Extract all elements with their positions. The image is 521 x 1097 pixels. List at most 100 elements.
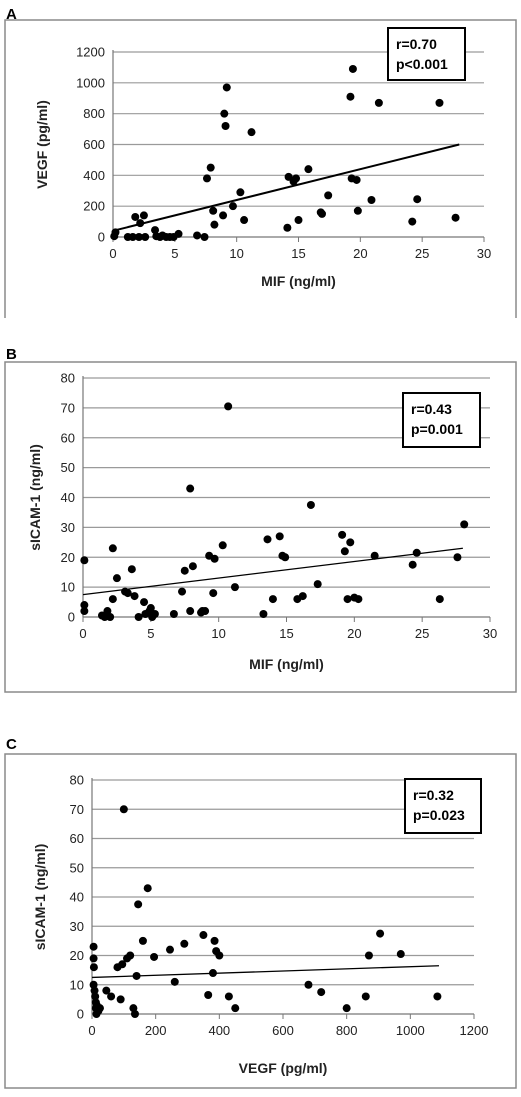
y-tick-label: 50 [61, 460, 75, 475]
data-point [134, 233, 143, 241]
x-tick-label: 25 [415, 626, 429, 641]
data-point [204, 990, 213, 999]
data-point [139, 211, 148, 220]
y-tick-label: 70 [70, 802, 84, 817]
data-point [188, 562, 197, 571]
data-point [128, 233, 137, 241]
data-point [313, 580, 322, 589]
p-value-label: p=0.023 [413, 807, 465, 823]
data-point [304, 165, 313, 174]
data-point [165, 945, 174, 954]
data-point [102, 986, 111, 995]
data-point [236, 188, 245, 197]
data-point [91, 992, 100, 1001]
data-point [317, 988, 326, 997]
data-point [354, 595, 363, 604]
r-value-label: r=0.70 [396, 36, 437, 52]
trendline [82, 547, 463, 596]
x-tick-label: 400 [208, 1023, 230, 1038]
data-point [136, 219, 145, 228]
data-point [151, 226, 160, 235]
data-point [186, 607, 195, 616]
data-point [294, 216, 303, 225]
data-point [370, 551, 379, 560]
x-tick-label: 200 [145, 1023, 167, 1038]
y-tick-label: 80 [70, 773, 84, 788]
x-tick-label: 15 [291, 246, 305, 261]
data-point [224, 992, 233, 1001]
y-tick-label: 600 [83, 137, 105, 152]
data-point [90, 986, 99, 995]
x-tick-label: 0 [79, 626, 86, 641]
data-point [210, 554, 219, 563]
data-point [134, 900, 143, 909]
y-tick-label: 50 [70, 860, 84, 875]
data-point [231, 1004, 240, 1013]
x-tick-label: 30 [477, 246, 491, 261]
data-point [306, 500, 315, 509]
data-point [116, 995, 125, 1004]
y-axis-label: sICAM-1 (ng/ml) [27, 444, 43, 551]
y-tick-label: 0 [77, 1007, 84, 1022]
data-point [108, 544, 117, 553]
stats-box [404, 778, 482, 834]
x-tick-label: 1000 [396, 1023, 425, 1038]
data-point [228, 202, 237, 211]
data-point [210, 936, 219, 945]
panel-letter-b: B [6, 346, 17, 363]
data-point [209, 589, 218, 598]
data-point [146, 604, 155, 613]
data-point [107, 992, 116, 1001]
data-point [451, 213, 460, 222]
y-tick-label: 200 [83, 199, 105, 214]
y-tick-label: 70 [61, 400, 75, 415]
data-point [130, 592, 139, 601]
data-point [210, 220, 219, 229]
data-point [396, 950, 405, 959]
data-point [193, 231, 202, 240]
data-point [132, 971, 141, 980]
data-point [202, 174, 211, 183]
data-point [263, 535, 272, 544]
data-point [103, 607, 112, 616]
x-tick-label: 0 [109, 246, 116, 261]
p-value-label: p=0.001 [411, 421, 463, 437]
y-tick-label: 20 [70, 948, 84, 963]
data-point [408, 217, 417, 226]
scatter-chart-a: 0 200 400 600 800 1000 1200 0 5 10 15 20 25 30 MIF (ng… [4, 19, 517, 318]
data-point [89, 963, 98, 972]
data-point [141, 233, 150, 241]
data-point [281, 553, 290, 562]
data-point [80, 556, 89, 565]
data-point [240, 216, 249, 225]
data-point [130, 1010, 139, 1018]
data-point [408, 560, 417, 569]
x-tick-label: 20 [353, 246, 367, 261]
data-point [108, 595, 117, 604]
y-tick-label: 40 [61, 490, 75, 505]
data-point [118, 960, 127, 969]
y-tick-label: 400 [83, 168, 105, 183]
data-point [346, 538, 355, 547]
data-point [298, 592, 307, 601]
y-tick-label: 1000 [76, 75, 105, 90]
data-point [453, 553, 462, 562]
x-tick-label: 25 [415, 246, 429, 261]
data-point [178, 587, 187, 596]
data-point [292, 174, 301, 183]
y-tick-label: 1200 [76, 45, 105, 60]
data-point [346, 92, 355, 101]
data-point [338, 530, 347, 539]
data-point [435, 595, 444, 604]
data-point [353, 206, 362, 215]
y-tick-label: 0 [98, 230, 105, 245]
data-point [111, 228, 120, 237]
data-point [268, 595, 277, 604]
panel-frame [4, 19, 517, 318]
data-point [200, 233, 209, 241]
p-value-label: p<0.001 [396, 56, 448, 72]
trendline [112, 143, 460, 232]
x-axis-label: MIF (ng/ml) [249, 656, 324, 672]
data-point [343, 595, 352, 604]
y-tick-label: 60 [61, 430, 75, 445]
